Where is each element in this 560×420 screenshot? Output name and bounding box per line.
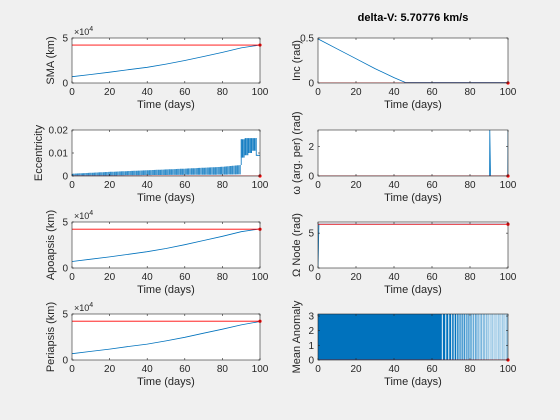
y-axis-label: Eccentricity (33, 124, 45, 181)
x-tick-label: 0 (69, 180, 75, 191)
x-axis-label: Time (days) (137, 192, 195, 204)
data-fill-mean-anomaly (318, 314, 440, 360)
x-tick-label: 100 (252, 87, 269, 98)
x-tick-label: 40 (388, 364, 400, 375)
y-tick-label: 5 (62, 218, 68, 229)
x-tick-label: 40 (388, 180, 400, 191)
x-tick-label: 0 (315, 272, 321, 283)
x-tick-label: 20 (350, 180, 362, 191)
y-axis-label: Mean Anomaly (291, 300, 303, 373)
x-tick-label: 80 (217, 272, 229, 283)
x-tick-label: 80 (464, 364, 476, 375)
x-tick-label: 0 (315, 180, 321, 191)
y-exponent-power: 4 (89, 210, 93, 217)
x-axis-label: Time (days) (137, 284, 195, 296)
x-tick-label: 100 (252, 272, 269, 283)
x-tick-label: 0 (69, 364, 75, 375)
x-tick-label: 80 (464, 180, 476, 191)
x-tick-label: 20 (104, 364, 116, 375)
x-tick-label: 20 (350, 87, 362, 98)
y-tick-label: 5 (308, 229, 314, 240)
x-tick-label: 100 (252, 364, 269, 375)
x-tick-label: 20 (350, 364, 362, 375)
x-axis-label: Time (days) (384, 284, 442, 296)
y-tick-label: 2 (308, 142, 314, 153)
x-tick-label: 100 (500, 87, 517, 98)
y-axis-label: Apoapsis (km) (45, 210, 57, 280)
x-axis-label: Time (days) (137, 376, 195, 388)
x-tick-label: 20 (104, 272, 116, 283)
x-tick-label: 40 (142, 87, 154, 98)
x-tick-label: 0 (315, 87, 321, 98)
x-tick-label: 60 (179, 272, 191, 283)
y-axis-label: Ω Node (rad) (291, 213, 303, 277)
x-tick-label: 80 (217, 87, 229, 98)
x-tick-label: 60 (426, 87, 438, 98)
x-tick-label: 60 (179, 87, 191, 98)
x-tick-label: 100 (500, 272, 517, 283)
x-tick-label: 40 (142, 364, 154, 375)
x-axis-label: Time (days) (384, 99, 442, 111)
data-series-gaps (442, 314, 507, 360)
x-tick-label: 0 (315, 364, 321, 375)
plot-area (318, 38, 508, 83)
y-tick-label: 0 (62, 172, 68, 183)
y-tick-label: 0 (62, 264, 68, 275)
y-tick-label: 5 (62, 34, 68, 45)
x-tick-label: 0 (69, 87, 75, 98)
x-tick-label: 60 (426, 180, 438, 191)
y-axis-label: Periapsis (km) (45, 302, 57, 372)
y-tick-label: 1 (308, 341, 314, 352)
x-tick-label: 60 (179, 364, 191, 375)
y-tick-label: 0 (62, 79, 68, 90)
y-axis-label: ω (arg. per) (rad) (291, 111, 303, 194)
x-tick-label: 100 (500, 364, 517, 375)
y-tick-label: 0 (308, 172, 314, 183)
x-tick-label: 80 (217, 364, 229, 375)
x-tick-label: 80 (464, 272, 476, 283)
y-tick-label: 0 (308, 79, 314, 90)
y-tick-label: 3 (308, 312, 314, 323)
x-tick-label: 0 (69, 272, 75, 283)
x-tick-label: 40 (388, 272, 400, 283)
x-tick-label: 100 (500, 180, 517, 191)
y-exponent-power: 4 (89, 26, 93, 33)
y-axis-label: SMA (km) (45, 36, 57, 84)
x-tick-label: 20 (104, 180, 116, 191)
x-axis-label: Time (days) (384, 376, 442, 388)
x-tick-label: 100 (252, 180, 269, 191)
y-exponent-power: 4 (89, 302, 93, 309)
x-tick-label: 80 (217, 180, 229, 191)
plot-area (318, 222, 508, 268)
x-axis-label: Time (days) (137, 99, 195, 111)
x-tick-label: 40 (142, 272, 154, 283)
x-axis-label: Time (days) (384, 192, 442, 204)
y-axis-label: Inc (rad) (291, 40, 303, 81)
figure-title: delta-V: 5.70776 km/s (358, 12, 469, 24)
y-tick-label: 0 (308, 356, 314, 367)
plot-area (318, 130, 508, 176)
x-tick-label: 60 (426, 364, 438, 375)
y-tick-label: 0.01 (49, 149, 69, 160)
x-tick-label: 40 (142, 180, 154, 191)
x-tick-label: 80 (464, 87, 476, 98)
y-tick-label: 0 (62, 356, 68, 367)
x-tick-label: 20 (350, 272, 362, 283)
y-tick-label: 5 (62, 310, 68, 321)
y-tick-label: 2 (308, 326, 314, 337)
x-tick-label: 60 (179, 180, 191, 191)
y-tick-label: 0.02 (49, 126, 69, 137)
x-tick-label: 60 (426, 272, 438, 283)
plot-content (318, 314, 508, 360)
y-tick-label: 0 (308, 264, 314, 275)
x-tick-label: 40 (388, 87, 400, 98)
x-tick-label: 20 (104, 87, 116, 98)
